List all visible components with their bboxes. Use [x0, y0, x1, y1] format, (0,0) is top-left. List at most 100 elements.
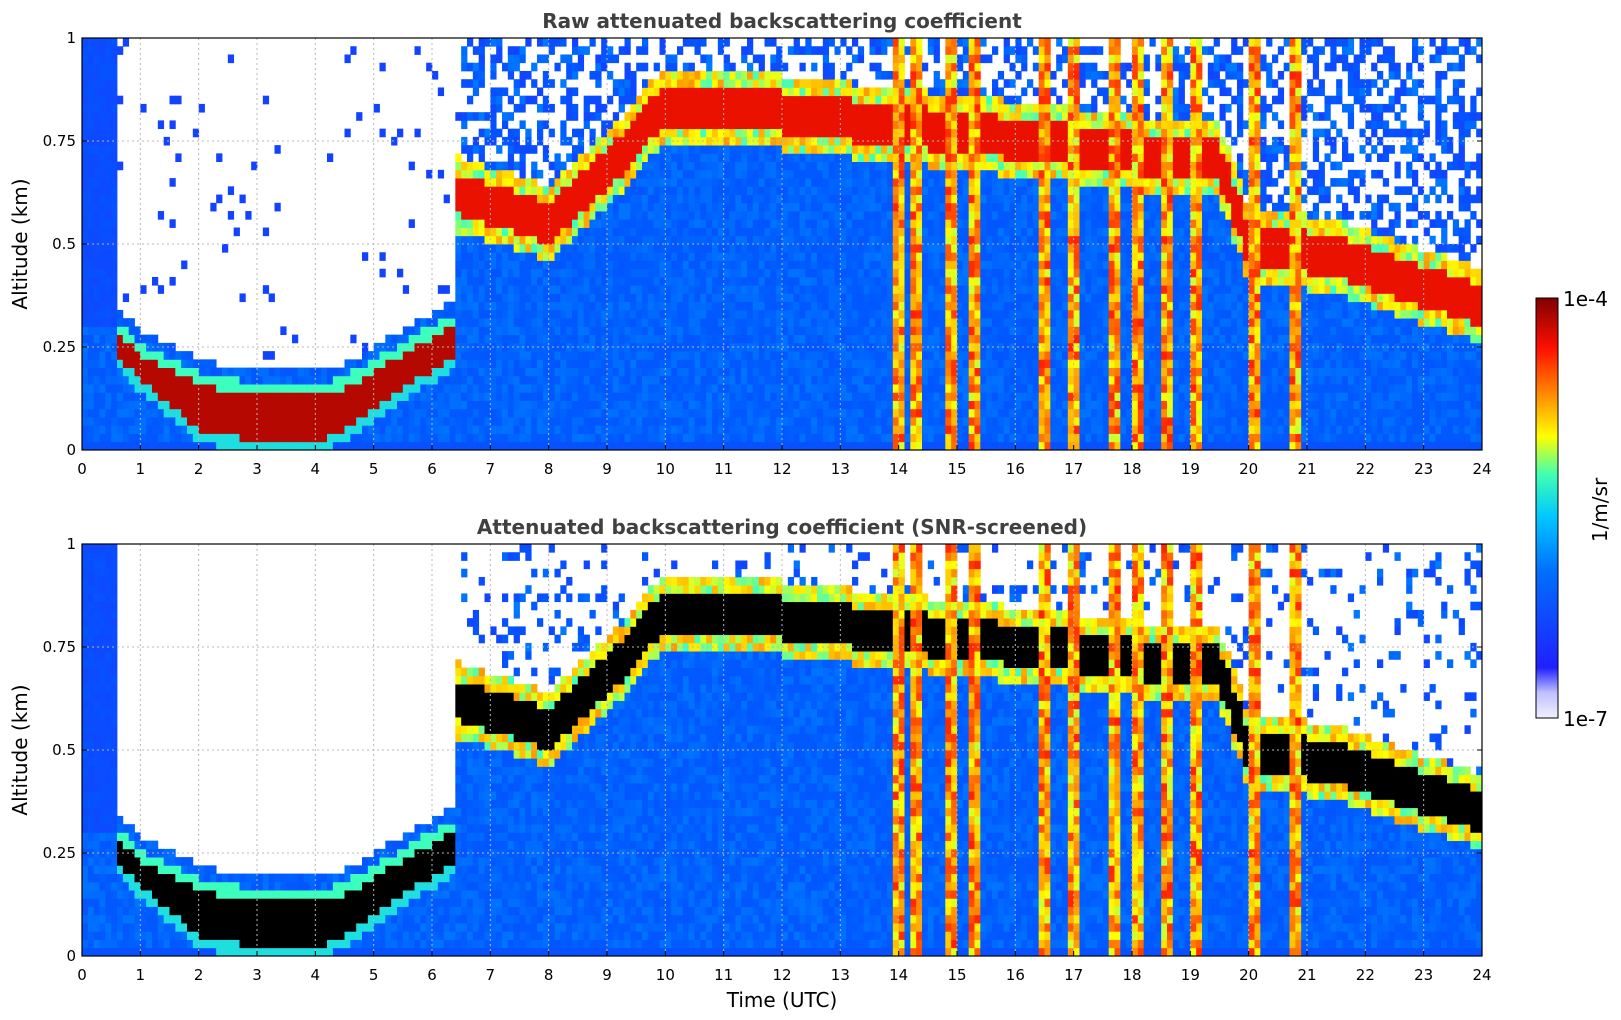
heatmap-cell [682, 285, 690, 294]
heatmap-cell [677, 285, 684, 294]
heatmap-cell [700, 202, 707, 212]
heatmap-cell [391, 408, 398, 418]
heatmap-cell [805, 276, 812, 286]
heatmap-cell [857, 194, 865, 204]
heatmap-cell [432, 384, 439, 393]
heatmap-cell [799, 276, 806, 286]
heatmap-cell [717, 392, 725, 401]
heatmap-cell [548, 408, 555, 418]
heatmap-cell [537, 359, 544, 368]
heatmap-cell [111, 252, 118, 261]
heatmap-cell [467, 211, 474, 220]
heatmap-cell [601, 268, 608, 278]
heatmap-cell [519, 227, 526, 237]
heatmap-cell [309, 392, 316, 401]
heatmap-cell [472, 112, 480, 121]
heatmap-cell [82, 351, 89, 360]
heatmap-cell [951, 342, 958, 352]
heatmap-cell [741, 161, 748, 171]
heatmap-cell [770, 128, 777, 138]
heatmap-cell [817, 417, 824, 426]
heatmap-cell [822, 120, 830, 130]
heatmap-cell [793, 417, 800, 426]
heatmap-cell [776, 161, 783, 171]
heatmap-cell [554, 425, 561, 434]
heatmap-cell [216, 417, 223, 426]
heatmap-cell [496, 186, 503, 195]
heatmap-cell [770, 178, 777, 187]
heatmap-cell [776, 260, 783, 270]
heatmap-cell [455, 301, 462, 311]
heatmap-cell [776, 145, 783, 154]
heatmap-cell [741, 301, 748, 311]
heatmap-cell [443, 400, 450, 410]
heatmap-cell [741, 359, 748, 368]
heatmap-cell [682, 120, 690, 130]
heatmap-cell [437, 326, 445, 336]
heatmap-cell [210, 408, 217, 418]
heatmap-cell [402, 425, 410, 434]
heatmap-cell [898, 145, 905, 154]
heatmap-cell [490, 301, 497, 311]
heatmap-cell [618, 136, 625, 146]
heatmap-cell [822, 54, 830, 64]
heatmap-cell [478, 244, 485, 253]
heatmap-cell [379, 359, 386, 368]
heatmap-cell [461, 293, 468, 303]
heatmap-cell [659, 425, 666, 434]
heatmap-cell [87, 120, 95, 130]
heatmap-cell [852, 441, 859, 450]
heatmap-cell [274, 202, 281, 212]
heatmap-cell [478, 384, 485, 393]
heatmap-cell [945, 62, 952, 72]
heatmap-cell [478, 276, 485, 286]
heatmap-cell [642, 441, 649, 450]
heatmap-cell [706, 342, 713, 352]
heatmap-cell [834, 293, 841, 303]
heatmap-cell [682, 186, 690, 195]
heatmap-cell [566, 219, 573, 228]
heatmap-cell [601, 441, 608, 450]
heatmap-cell [665, 161, 672, 171]
heatmap-cell [822, 244, 830, 253]
heatmap-cell [187, 384, 194, 393]
heatmap-cell [297, 417, 305, 426]
heatmap-cell [828, 145, 835, 154]
heatmap-cell [350, 417, 357, 426]
heatmap-cell [385, 417, 392, 426]
heatmap-cell [589, 392, 596, 401]
heatmap-cell [659, 211, 666, 220]
heatmap-cell [898, 46, 905, 55]
heatmap-cell [467, 318, 474, 327]
heatmap-cell [910, 293, 917, 303]
heatmap-cell [723, 400, 730, 410]
heatmap-cell [735, 186, 742, 195]
heatmap-cell [729, 244, 736, 253]
heatmap-cell [618, 244, 625, 253]
heatmap-cell [712, 268, 719, 278]
heatmap-cell [624, 202, 631, 212]
heatmap-cell [554, 202, 561, 212]
heatmap-cell [624, 194, 631, 204]
heatmap-cell [245, 367, 252, 377]
heatmap-cell [607, 384, 614, 393]
heatmap-cell [892, 433, 900, 443]
heatmap-cell [583, 334, 590, 344]
heatmap-cell [659, 169, 666, 179]
heatmap-cell [729, 408, 736, 418]
heatmap-cell [933, 38, 940, 47]
heatmap-cell [216, 375, 223, 385]
heatmap-cell [105, 417, 112, 426]
heatmap-cell [892, 342, 900, 352]
heatmap-cell [887, 392, 894, 401]
heatmap-cell [741, 178, 748, 187]
heatmap-cell [904, 433, 911, 443]
heatmap-cell [612, 433, 620, 443]
heatmap-cell [461, 375, 468, 385]
heatmap-cell [99, 120, 106, 130]
heatmap-cell [671, 433, 678, 443]
heatmap-cell [449, 392, 456, 401]
heatmap-cell [916, 178, 923, 187]
heatmap-cell [338, 384, 345, 393]
heatmap-cell [204, 367, 211, 377]
